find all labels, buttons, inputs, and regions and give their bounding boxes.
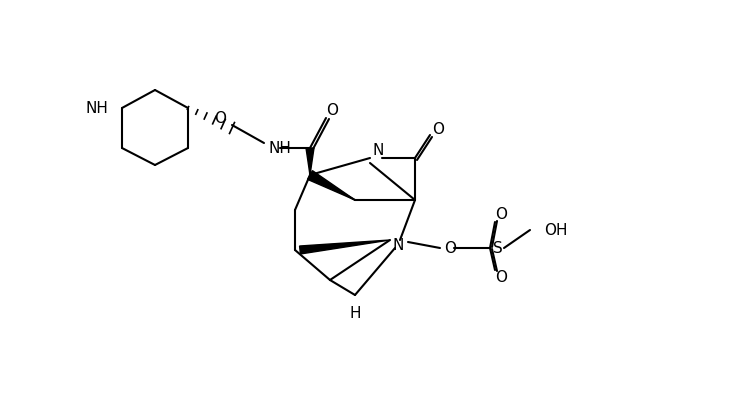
Text: O: O	[495, 270, 507, 286]
Polygon shape	[300, 240, 390, 254]
Text: O: O	[495, 206, 507, 221]
Text: O: O	[214, 110, 226, 126]
Text: H: H	[350, 305, 361, 320]
Text: OH: OH	[544, 223, 567, 238]
Text: N: N	[372, 143, 383, 158]
Text: N: N	[392, 238, 403, 253]
Text: NH: NH	[85, 101, 108, 116]
Text: O: O	[444, 240, 456, 255]
Text: O: O	[432, 122, 444, 137]
Text: S: S	[493, 240, 503, 255]
Polygon shape	[306, 148, 314, 175]
Text: NH: NH	[268, 141, 291, 156]
Text: O: O	[326, 103, 338, 118]
Polygon shape	[308, 171, 355, 200]
